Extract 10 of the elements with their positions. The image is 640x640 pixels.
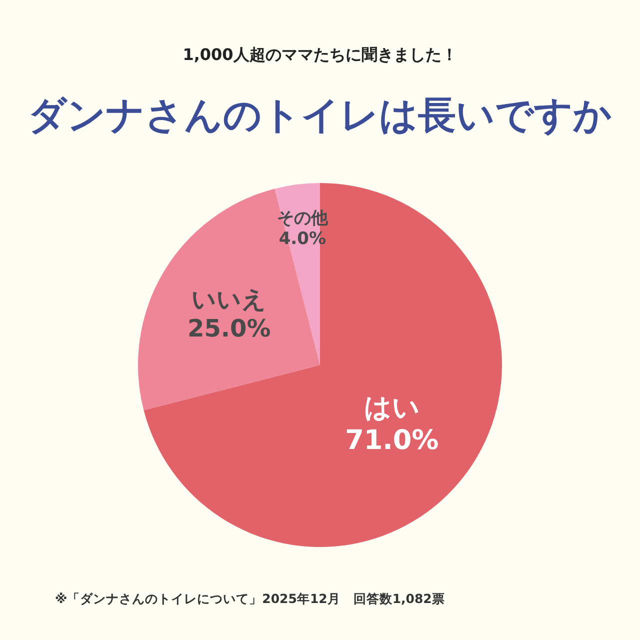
data-label: 25.0% bbox=[188, 314, 271, 342]
slice-label: はい bbox=[364, 392, 420, 424]
data-label: 4.0% bbox=[278, 228, 326, 249]
data-label: 71.0% bbox=[345, 425, 439, 456]
pie-slice bbox=[144, 183, 502, 547]
chart-title: ダンナさんのトイレは長いですか bbox=[28, 93, 612, 137]
chart-subtitle: 1,000人超のママたちに聞きました！ bbox=[182, 45, 458, 64]
slice-label: その他 bbox=[276, 208, 329, 228]
slice-label: いいえ bbox=[192, 286, 267, 314]
text: ※「ダンナさんのトイレについて」2025年12月 回答数1,082票 bbox=[55, 591, 445, 606]
